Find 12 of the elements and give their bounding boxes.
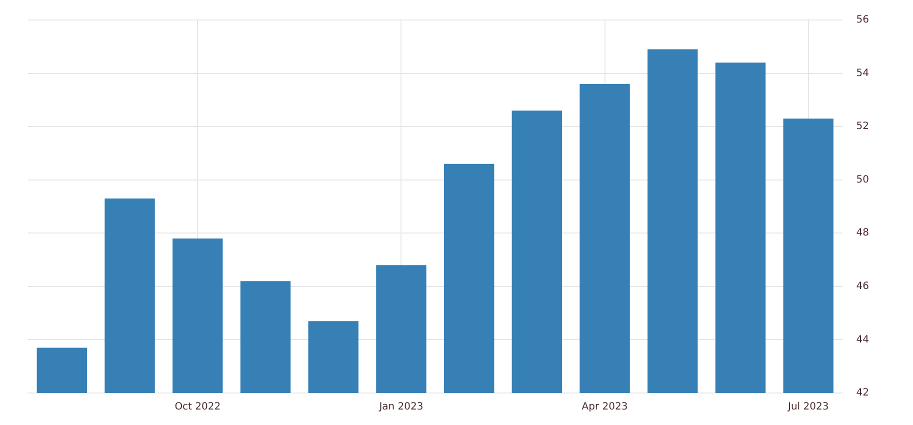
x-tick-label: Oct 2022 [174,402,221,413]
y-tick-label: 56 [856,14,870,26]
x-tick-label: Jul 2023 [786,402,829,413]
y-tick-label: 42 [856,388,870,399]
y-tick-label: 52 [856,121,870,132]
y-tick-label: 44 [856,334,870,346]
x-tick-label: Jan 2023 [378,402,424,413]
y-tick-label: 48 [856,228,870,239]
y-tick-label: 50 [856,174,870,186]
y-tick-label: 46 [856,281,870,292]
x-tick-label: Apr 2023 [582,402,628,413]
y-tick-label: 54 [856,68,870,79]
